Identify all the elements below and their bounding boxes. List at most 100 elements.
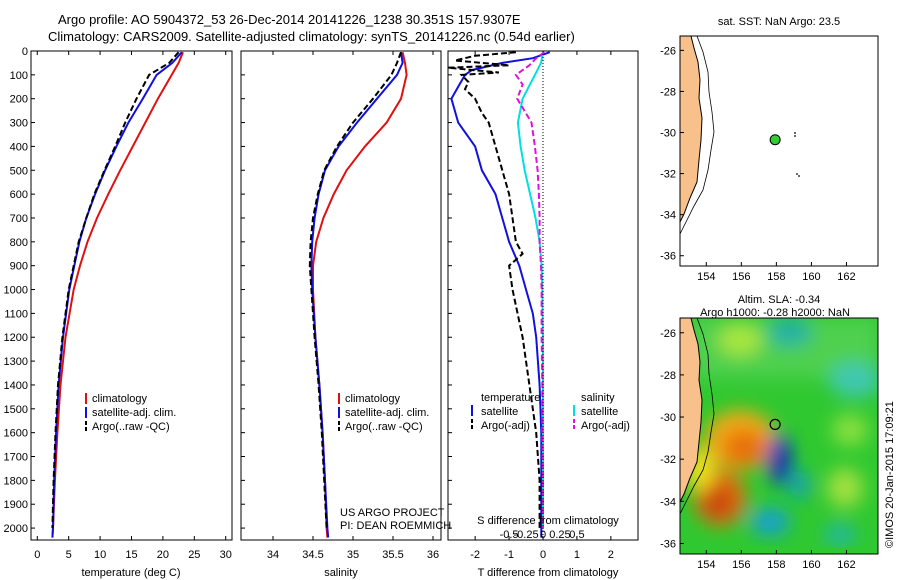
- legend-title-salinity: salinity: [581, 392, 615, 404]
- salinity-xlabel: salinity: [324, 567, 358, 579]
- depth-tick-label: 300: [10, 118, 28, 130]
- depth-tick-label: 1500: [4, 404, 28, 416]
- map-y-tick-label: -30: [660, 128, 676, 140]
- series-line-satellite-t: [450, 51, 551, 538]
- depth-tick-label: 700: [10, 213, 28, 225]
- depth-tick-label: 1600: [4, 428, 28, 440]
- s-tick-label: -0.25: [513, 529, 538, 541]
- map-x-tick-label: 154: [697, 271, 715, 283]
- series-line-climatology: [51, 51, 184, 538]
- figure-title-line-1: Argo profile: AO 5904372_53 26-Dec-2014 …: [58, 12, 521, 27]
- x-tick-label: 0: [540, 549, 546, 561]
- x-tick-label: 0: [34, 549, 40, 561]
- sla-map-subtitle: Argo h1000: -0.28 h2000: NaN: [700, 307, 850, 319]
- depth-tick-label: 1200: [4, 332, 28, 344]
- map-y-tick-label: -32: [660, 454, 676, 466]
- series-line-argoadj-s: [514, 51, 545, 529]
- depth-tick-label: 1400: [4, 380, 28, 392]
- legend-label-argo: Argo(..raw -QC): [345, 421, 423, 433]
- project-annotation-line-2: PI: DEAN ROEMMICH: [340, 520, 451, 532]
- sst-map-axes: 154 156 158 160 162 -26 -28 -30 -32 -34 -36: [660, 45, 856, 283]
- series-line-argoadj-t: [448, 51, 541, 529]
- map-x-tick-label: 156: [732, 271, 750, 283]
- map-y-tick-label: -36: [660, 251, 676, 263]
- salinity-legend: climatology satellite-adj. clim. Argo(..…: [338, 393, 429, 433]
- x-tick-label: 15: [125, 549, 137, 561]
- depth-tick-label: 1000: [4, 285, 28, 297]
- s-tick-label: 0: [540, 529, 546, 541]
- x-tick-label: -2: [470, 549, 480, 561]
- temperature-plot: 0 5 10 15 20 25 30: [34, 51, 232, 561]
- x-tick-label: 20: [157, 549, 169, 561]
- depth-tick-label: 1800: [4, 475, 28, 487]
- series-lines: [308, 51, 408, 538]
- x-tick-label: 34: [267, 549, 279, 561]
- legend-label-t-satellite: satellite: [481, 406, 518, 418]
- legend-label-argo: Argo(..raw -QC): [92, 421, 170, 433]
- temperature-panel-frame: [30, 50, 233, 541]
- series-lines: [448, 51, 551, 538]
- shelf-contour: [680, 36, 715, 235]
- difference-plot: -2 -1 0 1 2 -0.5-0.25 0 0.250.5: [448, 51, 614, 561]
- map-y-tick-label: -28: [660, 370, 676, 382]
- project-annotation-line-1: US ARGO PROJECT: [340, 507, 445, 519]
- depth-tick-label: 1100: [4, 308, 28, 320]
- sst-map-frame: [679, 35, 879, 267]
- difference-xlabel: T difference from climatology: [478, 567, 619, 579]
- legend-label-satellite: satellite-adj. clim.: [92, 407, 176, 419]
- s-tick-label: 0.5: [569, 529, 584, 541]
- map-x-tick-label: 162: [837, 271, 855, 283]
- legend-label-s-argo: Argo(-adj): [581, 420, 630, 432]
- depth-tick-label: 400: [10, 141, 28, 153]
- series-lines: [51, 51, 184, 538]
- map-x-tick-label: 160: [802, 271, 820, 283]
- series-line-satelliteadjclim: [310, 52, 404, 538]
- sla-field: [686, 318, 878, 547]
- sla-map-title: Altim. SLA: -0.34: [738, 294, 821, 306]
- difference-xlabel-top: S difference from climatology: [477, 515, 619, 527]
- temperature-xlabel: temperature (deg C): [81, 567, 180, 579]
- legend-label-t-argo: Argo(-adj): [481, 420, 530, 432]
- map-y-tick-label: -28: [660, 86, 676, 98]
- series-line-argorawqc: [51, 51, 180, 529]
- sla-map-frame: [679, 317, 879, 555]
- salinity-panel-frame: [240, 50, 442, 541]
- depth-tick-label: 200: [10, 94, 28, 106]
- map-x-tick-label: 158: [767, 271, 785, 283]
- salinity-plot: 34 34.5 35 35.5 36: [267, 51, 439, 561]
- depth-tick-label: 100: [10, 70, 28, 82]
- temperature-legend: climatology satellite-adj. clim. Argo(..…: [85, 393, 176, 433]
- map-y-tick-label: -26: [660, 328, 676, 340]
- map-y-tick-label: -26: [660, 45, 676, 57]
- map-x-tick-label: 156: [732, 559, 750, 571]
- depth-tick-label: 2000: [4, 523, 28, 535]
- x-tick-label: 5: [66, 549, 72, 561]
- series-line-argorawqc: [308, 51, 402, 529]
- sst-map: [680, 36, 878, 266]
- depth-tick-label: 500: [10, 165, 28, 177]
- sla-map-axes: 154 156 158 160 162 -26 -28 -30 -32 -34 -36: [660, 328, 856, 571]
- figure-title-line-2: Climatology: CARS2009. Satellite-adjuste…: [48, 29, 575, 44]
- legend-label-satellite: satellite-adj. clim.: [345, 407, 429, 419]
- depth-tick-label: 800: [10, 237, 28, 249]
- argo-float-marker: [769, 418, 781, 431]
- map-y-tick-label: -34: [660, 210, 676, 222]
- x-tick-label: 35: [347, 549, 359, 561]
- x-tick-label: 25: [188, 549, 200, 561]
- difference-legend-temperature: temperature satellite Argo(-adj): [471, 392, 540, 432]
- map-x-tick-label: 158: [767, 559, 785, 571]
- map-y-tick-label: -34: [660, 496, 676, 508]
- depth-tick-label: 900: [10, 261, 28, 273]
- x-tick-label: 34.5: [302, 549, 323, 561]
- map-y-tick-label: -30: [660, 412, 676, 424]
- legend-label-s-satellite: satellite: [581, 406, 618, 418]
- x-tick-label: 2: [608, 549, 614, 561]
- map-x-tick-label: 162: [837, 559, 855, 571]
- legend-label-climatology: climatology: [345, 393, 401, 405]
- x-tick-label: 36: [427, 549, 439, 561]
- depth-tick-label: 1700: [4, 452, 28, 464]
- depth-tick-label: 1900: [4, 499, 28, 511]
- argo-float-marker: [769, 134, 781, 146]
- depth-axis: 0 100 200 300 400 500 600 700 800 900 1000 1100 1200…: [4, 46, 452, 535]
